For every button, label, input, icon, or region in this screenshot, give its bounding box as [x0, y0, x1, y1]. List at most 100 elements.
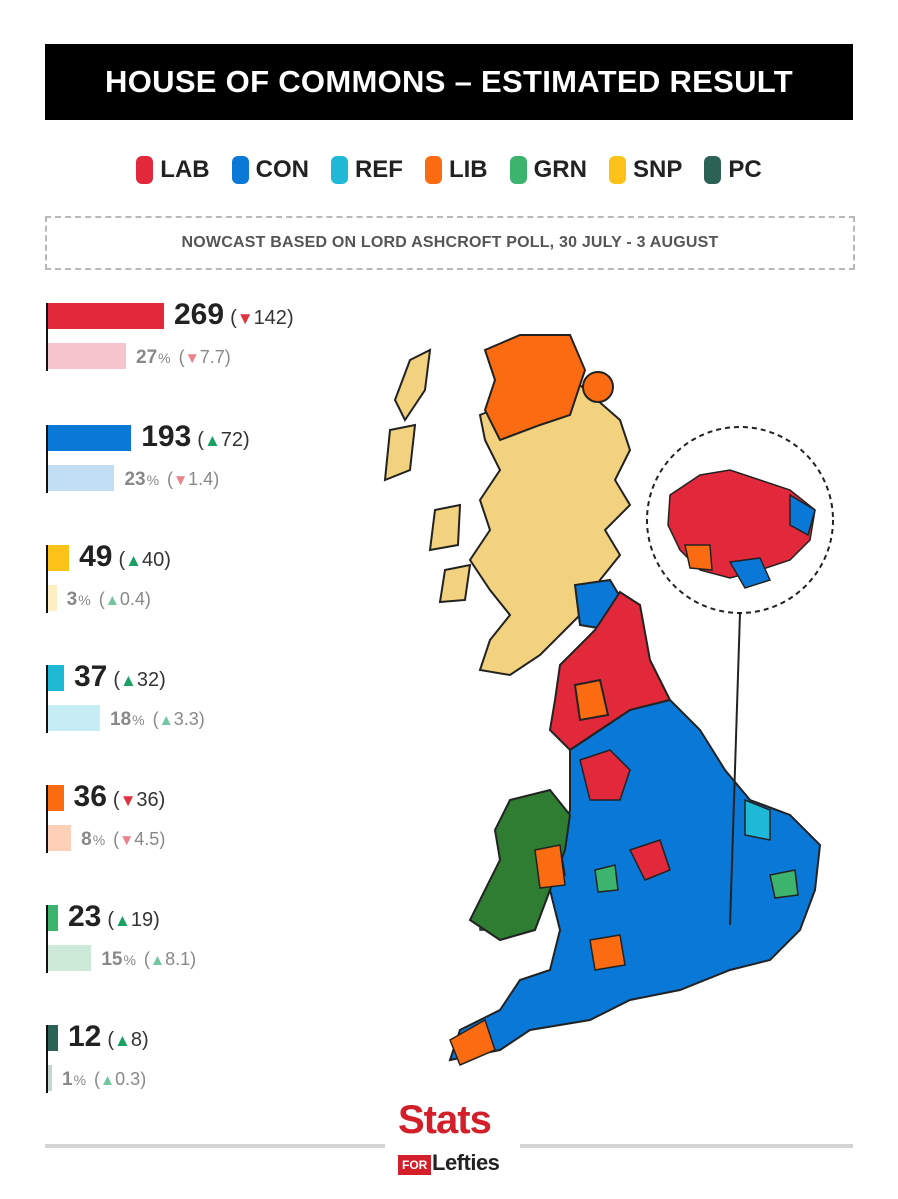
vote-change-value: 4.5	[134, 829, 160, 849]
percent-sign: %	[146, 472, 160, 488]
party-legend: LAB CON REF LIB GRN SNP PC	[0, 150, 898, 190]
legend-swatch-lab	[136, 156, 154, 184]
vote-change-value: 0.3	[115, 1069, 141, 1089]
seat-count: 12	[68, 1020, 102, 1053]
vote-change-value: 0.4	[119, 589, 145, 609]
legend-item-lab: LAB	[136, 156, 210, 184]
party-row-snp: 49 (▲40) 3% (▲0.4)	[46, 540, 346, 617]
vote-label-con: 23% (▼1.4)	[124, 469, 219, 491]
vote-share: 3	[66, 589, 78, 610]
map-region-midlands-lab	[579, 749, 671, 881]
bar-axis	[46, 545, 48, 613]
legend-swatch-grn	[509, 156, 527, 184]
vote-change-value: 7.7	[199, 347, 225, 367]
bar-axis	[46, 1025, 48, 1093]
logo-lefties-text: Lefties	[432, 1150, 500, 1175]
legend-item-pc: PC	[704, 156, 762, 184]
seat-count: 37	[73, 660, 108, 693]
seat-change-value: 72	[220, 429, 244, 451]
seat-change-value: 36	[136, 789, 159, 811]
seat-bar-ref	[48, 665, 64, 691]
triangle-up-icon: ▲	[114, 911, 131, 930]
legend-swatch-ref	[330, 156, 348, 184]
percent-sign: %	[132, 712, 145, 728]
seat-bar-grn	[48, 905, 58, 931]
legend-item-snp: SNP	[608, 156, 683, 184]
seat-change: (▲40)	[118, 549, 171, 571]
map-region-wales	[468, 788, 572, 942]
party-row-ref: 37 (▲32) 18% (▲3.3)	[46, 660, 346, 737]
party-row-lib: 36 (▼36) 8% (▼4.5)	[46, 780, 346, 857]
seat-change-value: 40	[142, 549, 165, 571]
subtitle-box: NOWCAST BASED ON LORD ASHCROFT POLL, 30 …	[45, 216, 855, 270]
vote-change: (▲8.1)	[143, 949, 197, 969]
legend-swatch-pc	[704, 156, 722, 184]
percent-sign: %	[158, 350, 171, 366]
vote-change: (▲3.3)	[152, 709, 205, 729]
seat-label-lab: 269 (▼142)	[174, 298, 294, 332]
seat-count: 193	[141, 420, 192, 453]
vote-change-value: 3.3	[173, 709, 199, 729]
map-region-wales-lib	[534, 844, 566, 889]
legend-swatch-con	[231, 156, 249, 184]
london-inset-pointer	[729, 612, 741, 926]
vote-share: 27	[136, 347, 158, 368]
seat-count: 269	[174, 298, 225, 331]
seat-label-snp: 49 (▲40)	[79, 540, 171, 574]
map-region-cumbria-lib	[573, 678, 610, 722]
legend-swatch-snp	[608, 156, 626, 184]
vote-bar-con	[48, 465, 115, 491]
map-region-green	[594, 864, 799, 899]
seat-bar-lib	[48, 785, 64, 811]
vote-change: (▼1.4)	[167, 469, 220, 489]
title-bar: HOUSE OF COMMONS – ESTIMATED RESULT	[45, 44, 853, 120]
legend-label: REF	[354, 156, 403, 183]
subtitle: NOWCAST BASED ON LORD ASHCROFT POLL, 30 …	[181, 234, 719, 251]
seat-change: (▲32)	[113, 669, 166, 691]
bar-axis	[46, 785, 48, 853]
seat-change: (▲19)	[107, 909, 160, 931]
vote-label-ref: 18% (▲3.3)	[110, 709, 205, 731]
london-inset-south-con	[728, 493, 816, 589]
seat-change-value: 19	[130, 909, 154, 931]
legend-swatch-lib	[424, 156, 442, 184]
triangle-up-icon: ▲	[104, 592, 120, 609]
party-row-con: 193 (▲72) 23% (▼1.4)	[46, 420, 346, 497]
logo-for-text: FOR	[398, 1155, 432, 1175]
legend-label: SNP	[632, 156, 683, 183]
vote-change: (▲0.3)	[94, 1069, 147, 1089]
triangle-down-icon: ▼	[236, 309, 254, 328]
percent-sign: %	[92, 832, 106, 848]
footer-rule-left	[45, 1144, 385, 1148]
footer-rule-right	[520, 1144, 853, 1148]
vote-share: 1	[62, 1069, 73, 1090]
page-title: HOUSE OF COMMONS – ESTIMATED RESULT	[105, 64, 793, 99]
gb-constituency-map	[383, 334, 834, 1066]
vote-bar-lib	[48, 825, 72, 851]
triangle-down-icon: ▼	[119, 791, 137, 810]
triangle-down-icon: ▼	[184, 350, 200, 367]
party-row-grn: 23 (▲19) 15% (▲8.1)	[46, 900, 346, 977]
vote-change: (▼7.7)	[178, 347, 231, 367]
seat-label-grn: 23 (▲19)	[68, 900, 160, 934]
map-region-highlands-lib	[483, 334, 587, 442]
bar-axis	[46, 905, 48, 973]
london-inset-south-lib	[684, 544, 713, 571]
seat-label-con: 193 (▲72)	[141, 420, 249, 454]
stats-for-lefties-logo: Stats FOR Lefties	[398, 1098, 502, 1183]
triangle-up-icon: ▲	[203, 431, 221, 450]
seat-change: (▼142)	[230, 307, 294, 329]
map-island-orkney	[582, 371, 614, 403]
seat-bar-snp	[48, 545, 70, 571]
legend-item-con: CON	[231, 156, 309, 184]
percent-sign: %	[78, 592, 91, 608]
seat-change: (▲8)	[107, 1029, 149, 1051]
legend-label: CON	[255, 156, 309, 183]
seat-count: 23	[68, 900, 102, 933]
vote-bar-lab	[48, 343, 126, 369]
vote-label-snp: 3% (▲0.4)	[67, 589, 151, 611]
logo-stats-text: Stats	[398, 1098, 492, 1142]
legend-label: GRN	[533, 156, 587, 183]
seat-count: 49	[79, 540, 113, 573]
vote-change: (▼4.5)	[113, 829, 166, 849]
